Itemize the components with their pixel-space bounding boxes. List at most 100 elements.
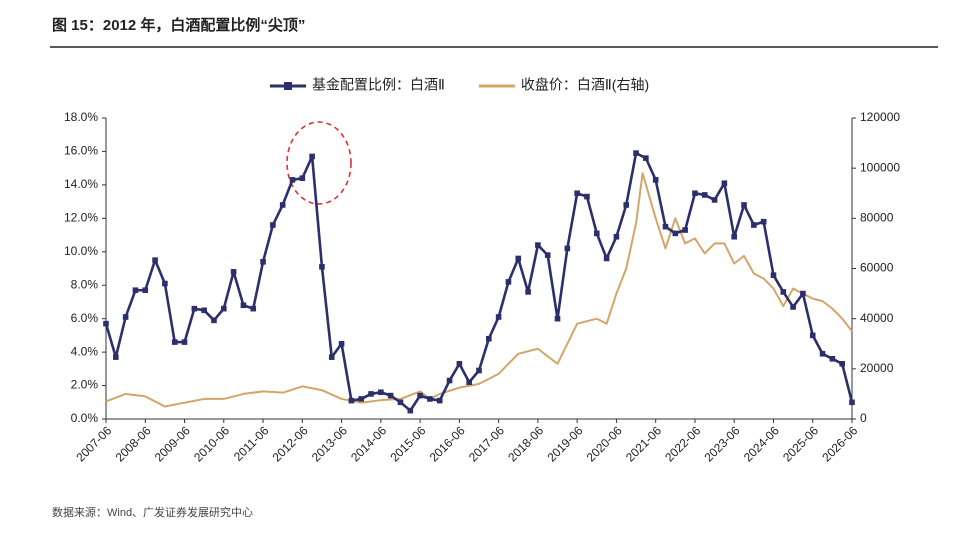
marker: [633, 150, 639, 156]
x-tick-label: 2011-06: [231, 423, 272, 464]
marker: [446, 377, 453, 384]
marker: [721, 180, 728, 187]
x-tick-label: 2021-06: [623, 423, 664, 464]
marker: [505, 279, 512, 285]
x-tick-label: 2012-06: [270, 423, 311, 464]
y2-tick-label: 0: [860, 411, 867, 425]
marker: [397, 399, 404, 406]
y-tick-label: 8.0%: [71, 277, 99, 291]
marker: [839, 361, 845, 367]
y2-tick-label: 120000: [860, 110, 900, 124]
x-tick-label: 2025-06: [780, 423, 821, 464]
x-tick-label: 2019-06: [544, 423, 585, 464]
marker: [593, 230, 600, 237]
marker: [701, 192, 708, 198]
x-tick-label: 2013-06: [309, 423, 350, 464]
marker: [348, 397, 355, 404]
marker: [554, 315, 561, 322]
marker: [368, 391, 374, 397]
marker: [191, 305, 198, 312]
source-note: 数据来源：Wind、广发证券发展研究中心: [52, 505, 253, 519]
y2-tick-label: 60000: [860, 261, 894, 275]
marker: [711, 197, 718, 203]
marker: [171, 339, 178, 345]
legend-label: 基金配置比例：白酒Ⅱ: [312, 77, 445, 93]
marker: [260, 259, 266, 265]
y-tick-label: 14.0%: [64, 177, 98, 191]
y-tick-label: 6.0%: [71, 311, 99, 325]
marker: [682, 227, 688, 233]
x-tick-label: 2022-06: [662, 423, 703, 464]
marker: [495, 314, 502, 320]
marker: [819, 350, 826, 357]
legend-label: 收盘价：白酒Ⅱ(右轴): [521, 77, 649, 93]
marker: [122, 314, 129, 320]
marker: [328, 354, 335, 360]
x-tick-label: 2016-06: [427, 423, 468, 464]
marker: [535, 242, 541, 248]
marker: [270, 222, 276, 228]
marker: [751, 222, 757, 228]
marker: [201, 307, 207, 314]
marker: [309, 153, 315, 160]
marker: [279, 202, 286, 208]
marker: [142, 287, 149, 294]
marker: [486, 335, 492, 342]
marker: [584, 193, 590, 200]
marker: [162, 280, 168, 287]
marker: [466, 379, 472, 386]
marker: [692, 190, 698, 197]
x-tick-label: 2007-06: [73, 423, 114, 464]
marker: [849, 399, 855, 406]
marker: [417, 392, 423, 399]
marker: [643, 155, 649, 161]
marker: [230, 269, 237, 275]
marker: [829, 356, 836, 362]
marker: [623, 202, 630, 208]
y-tick-label: 16.0%: [64, 144, 98, 158]
marker: [299, 175, 306, 181]
marker: [574, 190, 580, 197]
marker: [436, 397, 443, 404]
marker: [652, 177, 659, 183]
y-tick-label: 18.0%: [64, 110, 98, 124]
y2-tick-label: 40000: [860, 311, 894, 325]
x-tick-label: 2023-06: [702, 423, 743, 464]
x-tick-label: 2026-06: [819, 423, 860, 464]
marker: [613, 233, 620, 240]
y-tick-label: 4.0%: [71, 344, 99, 358]
marker: [760, 218, 767, 225]
marker: [211, 317, 217, 324]
x-tick-label: 2015-06: [387, 423, 428, 464]
chart-title: 图 15：2012 年，白酒配置比例“尖顶”: [52, 16, 305, 34]
highlight-circle: [286, 121, 352, 205]
marker: [240, 302, 247, 309]
marker: [800, 290, 806, 297]
marker: [407, 407, 414, 414]
x-tick-label: 2008-06: [113, 423, 154, 464]
marker: [103, 320, 109, 327]
legend-marker: [284, 82, 292, 90]
marker: [544, 252, 551, 258]
marker: [113, 354, 119, 360]
series-line: [105, 172, 853, 408]
marker: [152, 257, 158, 263]
x-tick-label: 2018-06: [505, 423, 546, 464]
marker: [338, 340, 345, 347]
y2-tick-label: 80000: [860, 211, 894, 225]
y-tick-label: 0.0%: [71, 411, 99, 425]
marker: [790, 304, 796, 310]
marker: [476, 367, 482, 374]
marker: [319, 264, 325, 270]
marker: [731, 233, 738, 240]
marker: [780, 289, 787, 295]
x-tick-label: 2010-06: [191, 423, 232, 464]
marker: [387, 392, 394, 399]
y2-tick-label: 100000: [860, 160, 900, 174]
y2-tick-label: 20000: [860, 361, 894, 375]
y-tick-label: 12.0%: [64, 211, 98, 225]
marker: [358, 396, 365, 402]
x-tick-label: 2017-06: [466, 423, 507, 464]
y-tick-label: 2.0%: [71, 378, 99, 392]
marker: [603, 255, 610, 262]
